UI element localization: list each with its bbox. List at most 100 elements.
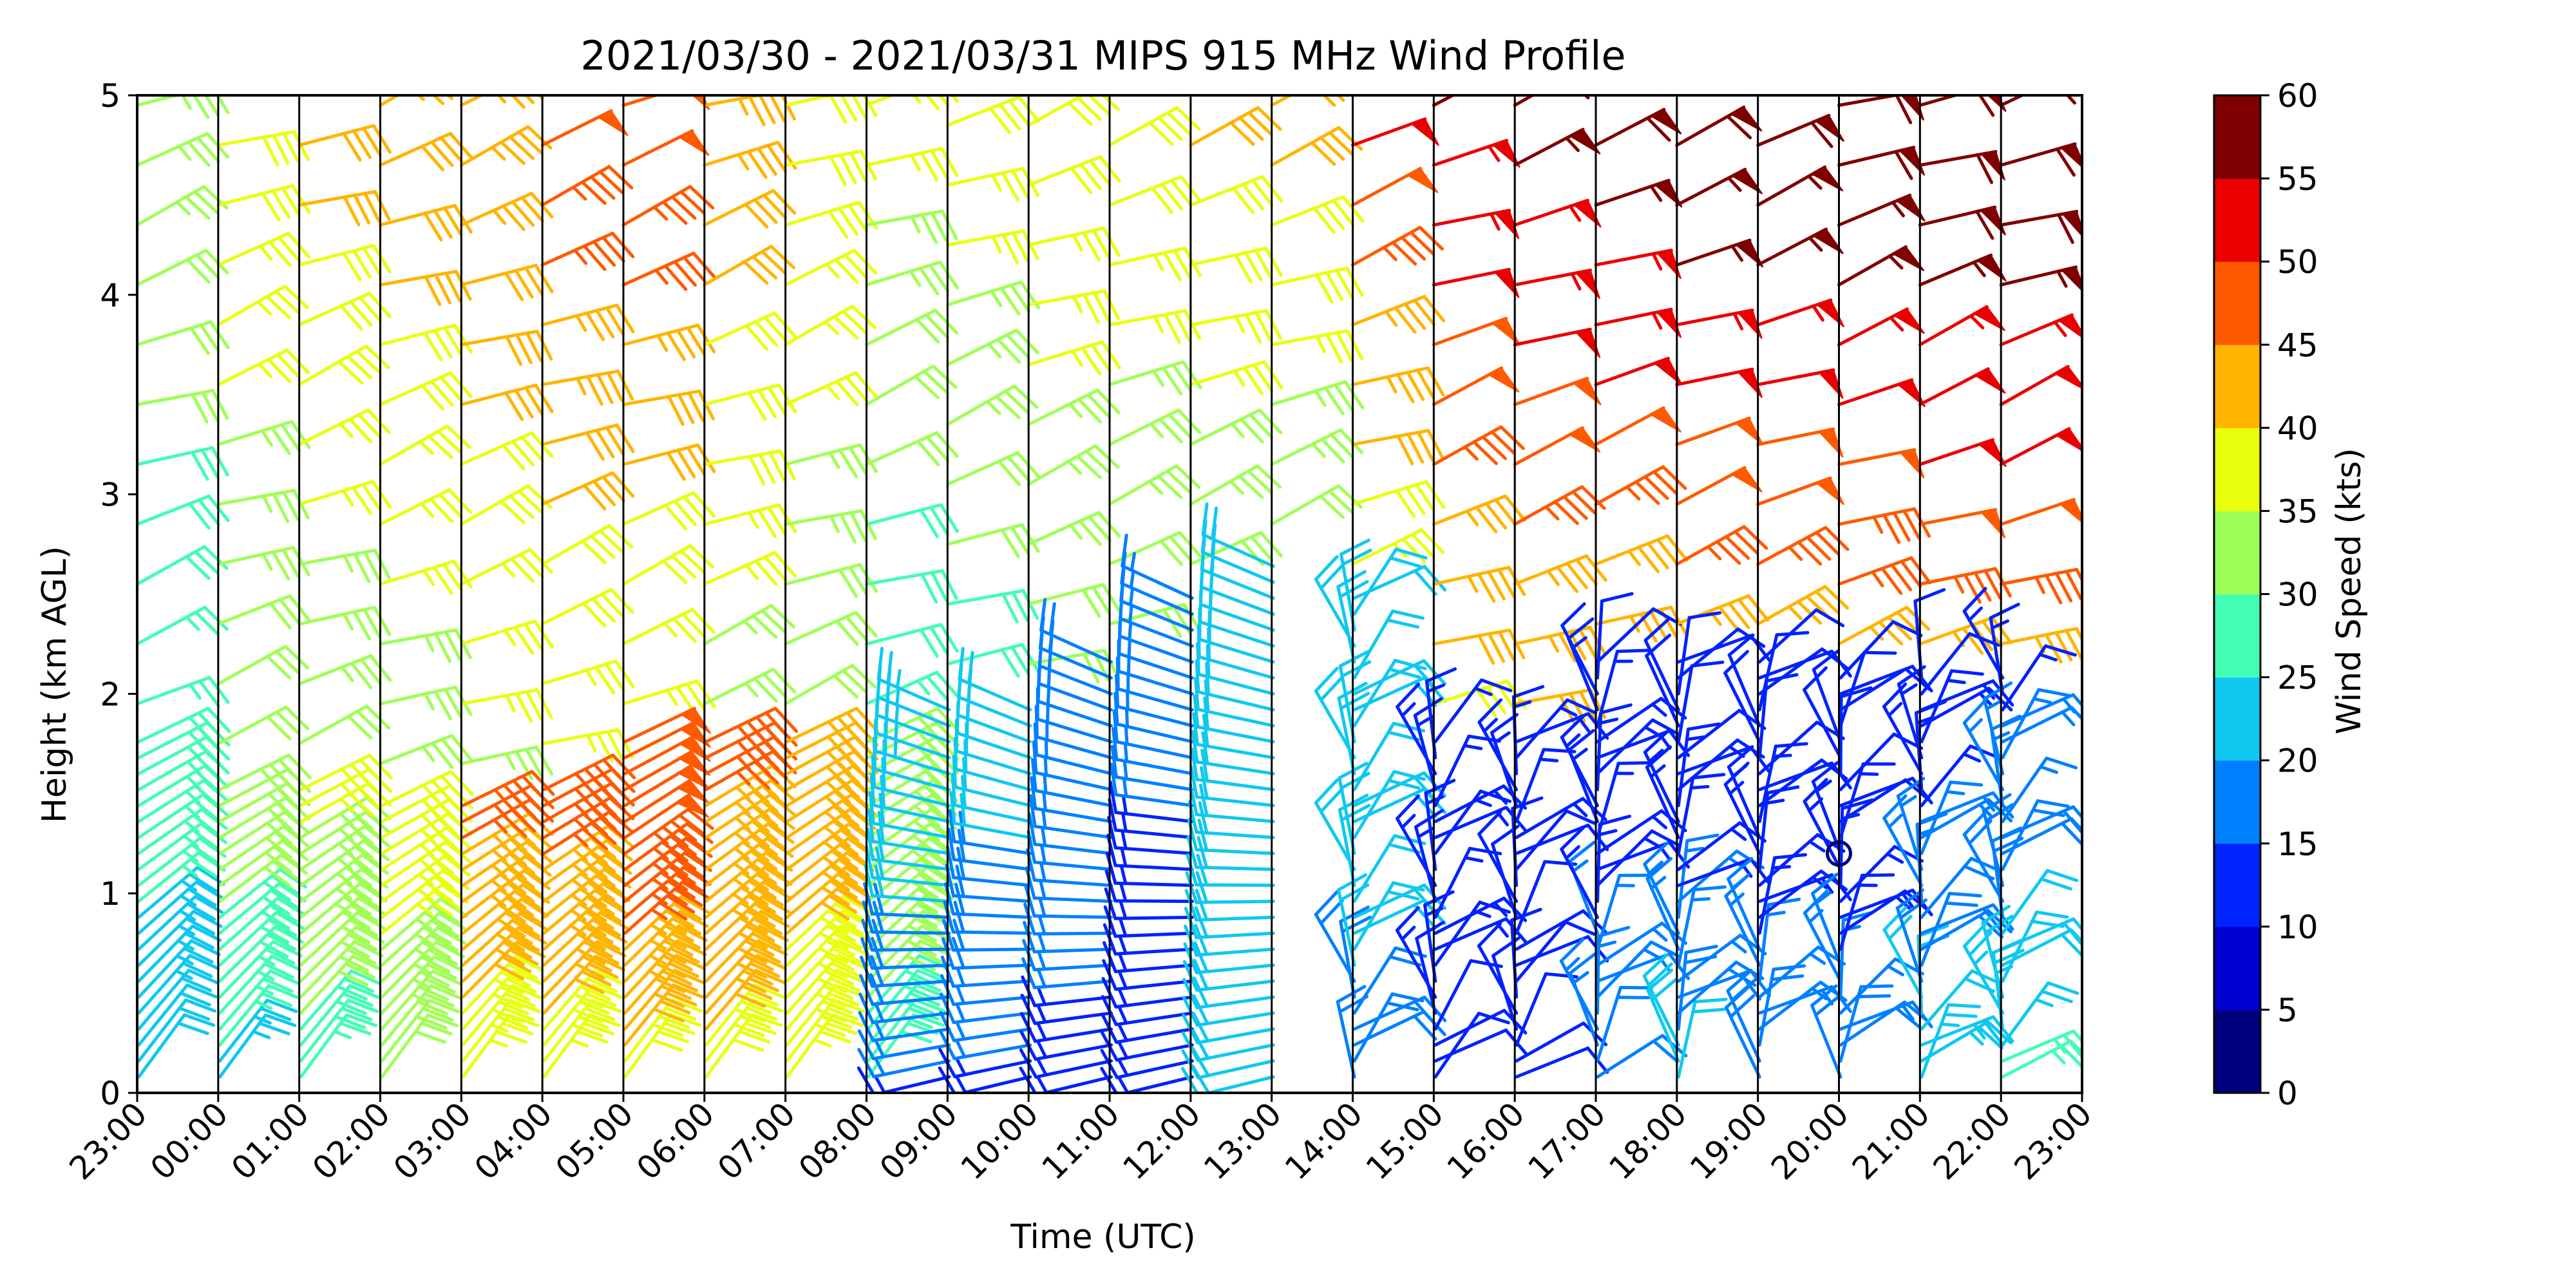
wind-barb xyxy=(1027,95,1120,127)
wind-barb xyxy=(379,560,473,595)
wind-barb xyxy=(1560,714,1600,808)
colorbar-segment xyxy=(2214,1009,2260,1094)
wind-barb xyxy=(137,320,230,355)
wind-barb xyxy=(218,753,312,791)
time-column-09:00 xyxy=(857,95,1040,1093)
wind-barb xyxy=(1559,937,1600,1031)
wind-barb xyxy=(1024,884,1113,919)
wind-barb xyxy=(1596,873,1653,951)
wind-barb xyxy=(1756,585,1850,626)
wind-barb xyxy=(1560,826,1600,919)
wind-barb xyxy=(1513,95,1590,107)
wind-barb xyxy=(216,130,310,167)
wind-barb xyxy=(1810,873,1842,967)
wind-barb xyxy=(704,983,785,1047)
wind-barb xyxy=(1642,953,1680,1047)
wind-barb xyxy=(299,753,393,791)
wind-barb xyxy=(1756,298,1845,328)
wind-barb xyxy=(2001,869,2079,935)
wind-barb xyxy=(623,764,710,808)
x-tick-label: 07:00 xyxy=(710,1095,802,1187)
wind-barb xyxy=(1594,406,1682,446)
wind-barb xyxy=(704,969,786,1031)
wind-barb xyxy=(1189,408,1283,446)
wind-barb xyxy=(540,524,634,566)
wind-barb xyxy=(948,809,1032,855)
wind-barb xyxy=(703,551,797,586)
wind-barb xyxy=(1104,887,1194,920)
wind-barb xyxy=(1596,840,1690,871)
x-tick-label: 03:00 xyxy=(386,1095,478,1187)
wind-barb xyxy=(459,383,554,421)
wind-barb xyxy=(1432,95,1457,107)
wind-barb xyxy=(1839,873,1895,951)
wind-barb xyxy=(1351,480,1446,518)
wind-barb xyxy=(137,939,221,999)
wind-barb xyxy=(2001,817,2082,855)
x-tick-label: 01:00 xyxy=(224,1095,316,1187)
wind-barb xyxy=(876,647,951,712)
wind-barb xyxy=(1568,952,1600,1047)
wind-barb xyxy=(785,969,867,1031)
wind-barb xyxy=(379,488,473,526)
wind-barb xyxy=(299,925,385,983)
wind-barb xyxy=(1101,995,1194,1027)
wind-barb xyxy=(1102,941,1194,974)
x-tick-label: 18:00 xyxy=(1602,1095,1694,1187)
time-column-01:00 xyxy=(298,124,393,1079)
wind-barb xyxy=(1918,95,2007,117)
x-tick-label: 09:00 xyxy=(873,1095,965,1187)
wind-barb xyxy=(298,480,392,515)
wind-barb xyxy=(137,909,223,967)
wind-barb xyxy=(1108,106,1201,147)
wind-barb xyxy=(379,734,473,770)
wind-barb xyxy=(704,808,795,855)
wind-barb xyxy=(867,809,951,855)
wind-barb xyxy=(380,1013,459,1079)
wind-barb xyxy=(2001,928,2082,967)
wind-barb xyxy=(137,185,229,227)
wind-barb xyxy=(703,245,796,287)
wind-barb xyxy=(1999,142,2082,177)
wind-barb xyxy=(542,954,626,1015)
wind-barb xyxy=(1513,625,1607,663)
wind-barb xyxy=(621,251,716,291)
wind-barb xyxy=(1108,464,1201,506)
wind-barb xyxy=(623,924,708,983)
wind-barb xyxy=(1756,427,1844,458)
wind-barb xyxy=(1510,907,1542,999)
wind-barb xyxy=(1193,694,1275,744)
wind-barb xyxy=(1837,193,1926,227)
wind-barb xyxy=(623,954,706,1015)
wind-barb xyxy=(703,140,797,179)
wind-barb xyxy=(298,408,392,446)
wind-barb xyxy=(137,132,230,167)
colorbar-segment xyxy=(2214,760,2260,844)
x-tick-label: 04:00 xyxy=(468,1095,560,1187)
wind-barb xyxy=(1643,841,1680,935)
wind-barb xyxy=(1112,727,1194,775)
wind-barb xyxy=(1023,902,1113,936)
wind-barb xyxy=(1351,117,1440,147)
wind-barb xyxy=(379,270,472,307)
wind-barb xyxy=(1675,238,1764,268)
wind-barb xyxy=(1270,329,1363,364)
wind-barb xyxy=(1121,533,1194,600)
wind-barb xyxy=(1027,444,1120,486)
wind-barb xyxy=(704,880,792,935)
wind-barb xyxy=(540,423,635,461)
wind-barb xyxy=(1810,984,1842,1079)
wind-barb xyxy=(1352,770,1426,839)
wind-barb xyxy=(1594,534,1689,573)
colorbar-segment xyxy=(2214,926,2260,1010)
wind-barb xyxy=(1186,853,1275,887)
wind-barb xyxy=(1027,289,1121,324)
colorbar-tick-label: 10 xyxy=(2277,909,2318,946)
wind-barb xyxy=(704,1013,783,1079)
wind-barb xyxy=(1723,650,1761,744)
time-column-05:00 xyxy=(621,95,716,1079)
wind-barb xyxy=(1594,465,1687,506)
wind-barb xyxy=(939,1010,1032,1043)
wind-barb xyxy=(1314,890,1356,983)
y-tick-label: 4 xyxy=(100,277,120,314)
